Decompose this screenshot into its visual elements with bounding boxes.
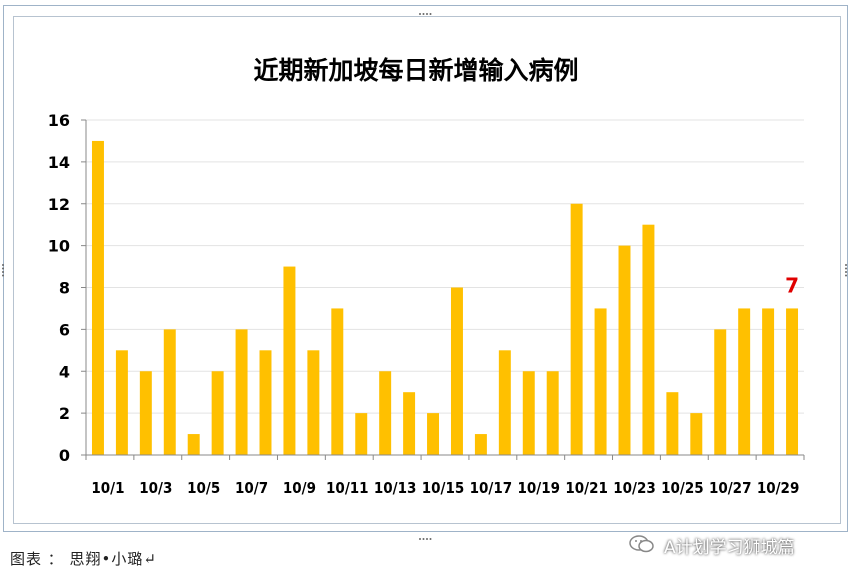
figure-caption: 图表 ： 思翔•小璐↵ (10, 550, 157, 568)
x-tick-label: 10/29 (757, 479, 800, 497)
bar (450, 287, 463, 455)
wechat-icon (629, 535, 654, 553)
x-tick-label: 10/11 (326, 479, 369, 497)
bar (738, 308, 751, 455)
bar (546, 371, 559, 455)
y-tick-label: 8 (59, 279, 70, 298)
bar (474, 434, 487, 455)
plot-frame (13, 16, 841, 524)
bar (403, 392, 416, 455)
watermark-text: A计划学习狮城篇 (664, 538, 795, 558)
bar (379, 371, 392, 455)
bar (211, 371, 224, 455)
bar (283, 266, 296, 455)
bar (139, 371, 152, 455)
bar (91, 140, 104, 455)
annotation-label: 7 (785, 273, 799, 297)
y-tick-label: 2 (59, 404, 70, 423)
y-tick-label: 4 (59, 362, 70, 381)
x-tick-label: 10/5 (187, 479, 220, 497)
bar (618, 245, 631, 455)
x-tick-label: 10/7 (235, 479, 268, 497)
bar (115, 350, 128, 455)
x-tick-label: 10/17 (470, 479, 513, 497)
bar (498, 350, 511, 455)
bar (594, 308, 607, 455)
x-tick-label: 10/1 (91, 479, 124, 497)
bar (570, 203, 583, 455)
bar (235, 329, 248, 455)
bar (331, 308, 344, 455)
bar (714, 329, 727, 455)
y-tick-label: 14 (48, 153, 70, 172)
y-tick-label: 10 (48, 237, 70, 256)
bar (690, 413, 703, 455)
bar (163, 329, 176, 455)
bar (642, 224, 655, 455)
bar (427, 413, 440, 455)
y-tick-label: 12 (48, 195, 70, 214)
bar (786, 308, 799, 455)
x-tick-label: 10/19 (518, 479, 561, 497)
x-tick-label: 10/3 (139, 479, 172, 497)
x-tick-label: 10/23 (613, 479, 656, 497)
y-tick-label: 6 (59, 320, 70, 339)
y-tick-label: 0 (59, 446, 70, 465)
x-tick-label: 10/9 (283, 479, 316, 497)
x-tick-label: 10/21 (565, 479, 608, 497)
resize-handle-left[interactable] (0, 262, 6, 278)
bar (307, 350, 320, 455)
bar (762, 308, 775, 455)
chart-title: 近期新加坡每日新增输入病例 (253, 56, 578, 85)
x-tick-label: 10/27 (709, 479, 752, 497)
bar (666, 392, 679, 455)
x-tick-label: 10/25 (661, 479, 704, 497)
resize-handle-bottom[interactable] (417, 527, 433, 540)
resize-handle-right[interactable] (843, 262, 849, 278)
bar (522, 371, 535, 455)
x-tick-label: 10/13 (374, 479, 417, 497)
bar (187, 434, 200, 455)
y-tick-label: 16 (48, 111, 70, 130)
x-tick-label: 10/15 (422, 479, 465, 497)
resize-handle-top[interactable] (417, 2, 433, 15)
bar (259, 350, 272, 455)
chart-frame (0, 2, 849, 540)
bar (355, 413, 368, 455)
